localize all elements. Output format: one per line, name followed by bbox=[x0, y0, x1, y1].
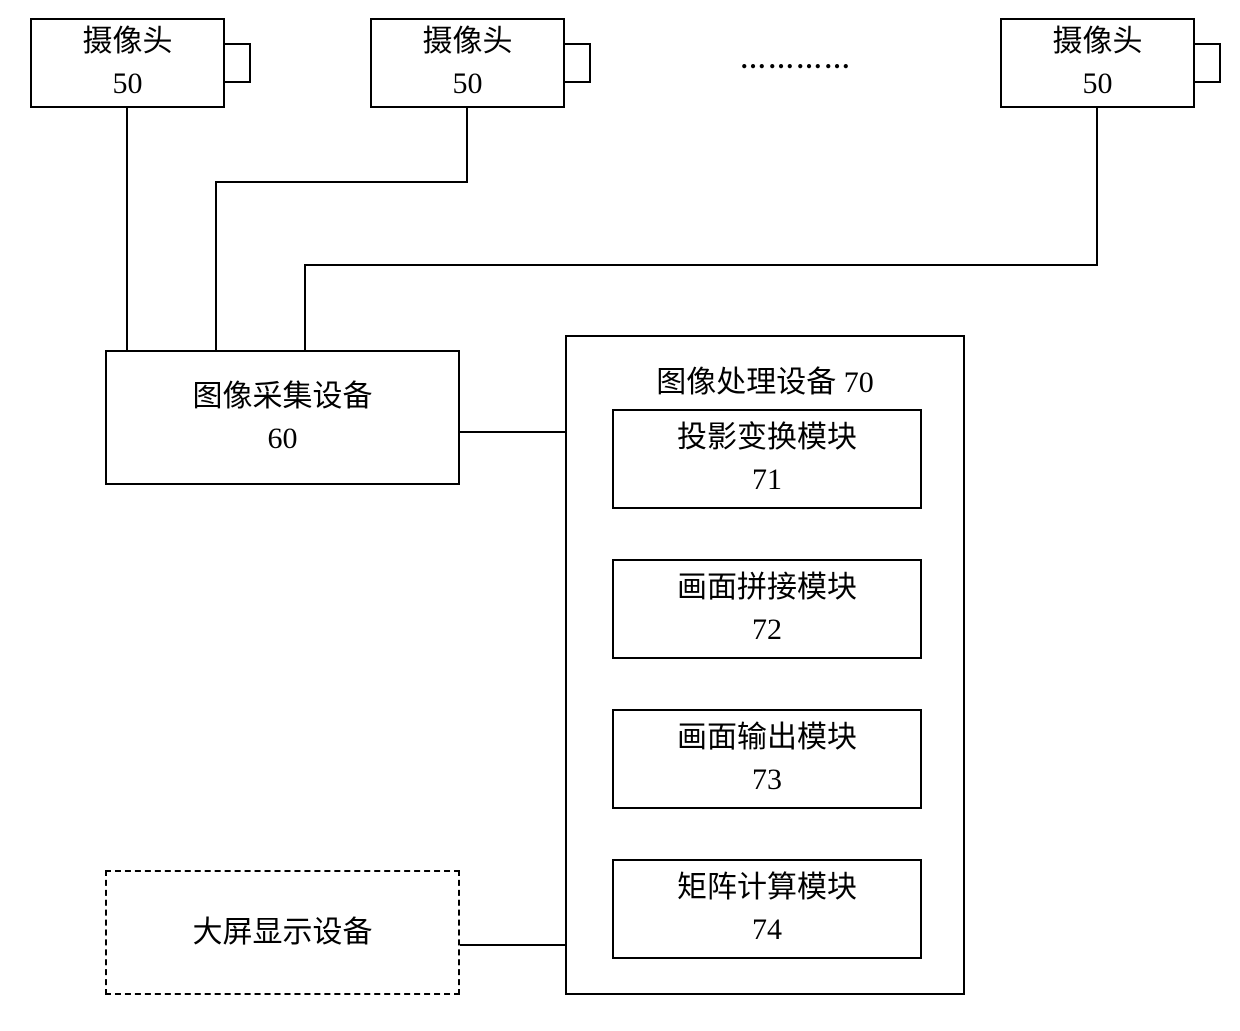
camera-box-2: 摄像头50 bbox=[1000, 18, 1195, 108]
processing-module-2: 画面输出模块73 bbox=[612, 709, 922, 809]
camera-ellipsis: ………… bbox=[740, 45, 852, 75]
processing-module-0: 投影变换模块71 bbox=[612, 409, 922, 509]
camera-label: 摄像头 bbox=[83, 21, 173, 63]
acquisition-label: 图像采集设备 bbox=[193, 376, 373, 418]
image-processing-device: 图像处理设备 70投影变换模块71画面拼接模块72画面输出模块73矩阵计算模块7… bbox=[565, 335, 965, 995]
camera-label: 摄像头 bbox=[1053, 21, 1143, 63]
camera-number: 50 bbox=[1083, 63, 1113, 105]
processing-title: 图像处理设备 70 bbox=[567, 357, 963, 401]
processing-module-3: 矩阵计算模块74 bbox=[612, 859, 922, 959]
acquisition-number: 60 bbox=[268, 418, 298, 460]
connector-line-1 bbox=[216, 108, 467, 350]
module-label: 画面输出模块 bbox=[677, 717, 857, 759]
camera-lens-icon bbox=[563, 43, 591, 83]
module-number: 74 bbox=[752, 909, 782, 951]
camera-box-0: 摄像头50 bbox=[30, 18, 225, 108]
camera-number: 50 bbox=[113, 63, 143, 105]
module-label: 投影变换模块 bbox=[677, 417, 857, 459]
display-label: 大屏显示设备 bbox=[193, 912, 373, 954]
processing-title-number: 70 bbox=[844, 366, 874, 399]
module-number: 71 bbox=[752, 459, 782, 501]
module-number: 72 bbox=[752, 609, 782, 651]
module-label: 矩阵计算模块 bbox=[677, 867, 857, 909]
camera-lens-icon bbox=[223, 43, 251, 83]
camera-lens-icon bbox=[1193, 43, 1221, 83]
camera-number: 50 bbox=[453, 63, 483, 105]
camera-label: 摄像头 bbox=[423, 21, 513, 63]
processing-title-label: 图像处理设备 bbox=[656, 366, 836, 399]
camera-box-1: 摄像头50 bbox=[370, 18, 565, 108]
module-label: 画面拼接模块 bbox=[677, 567, 857, 609]
processing-module-1: 画面拼接模块72 bbox=[612, 559, 922, 659]
image-acquisition-device: 图像采集设备60 bbox=[105, 350, 460, 485]
large-screen-display-device: 大屏显示设备 bbox=[105, 870, 460, 995]
connector-line-2 bbox=[305, 108, 1097, 350]
module-number: 73 bbox=[752, 759, 782, 801]
